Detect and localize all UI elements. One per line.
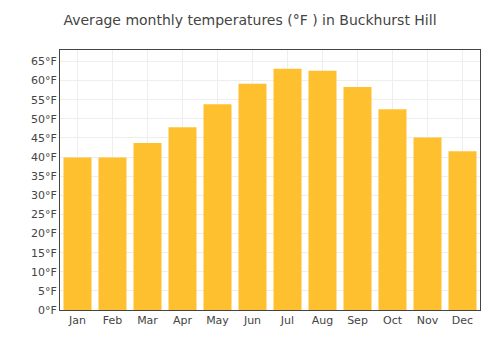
svg-text:55°F: 55°F [31,94,57,107]
svg-text:Aug: Aug [312,314,333,327]
svg-text:Jun: Jun [243,314,261,327]
svg-text:Sep: Sep [347,314,368,327]
svg-text:Jan: Jan [68,314,86,327]
svg-text:Average monthly temperatures (: Average monthly temperatures (°F ) in Bu… [63,12,436,28]
svg-text:Feb: Feb [103,314,122,327]
svg-text:Nov: Nov [417,314,439,327]
svg-text:10°F: 10°F [31,266,57,279]
svg-text:15°F: 15°F [31,247,57,260]
svg-text:30°F: 30°F [31,189,57,202]
svg-text:Mar: Mar [137,314,158,327]
svg-text:0°F: 0°F [38,304,57,317]
svg-text:60°F: 60°F [31,74,57,87]
svg-text:65°F: 65°F [31,55,57,68]
svg-text:20°F: 20°F [31,227,57,240]
svg-text:Oct: Oct [383,314,403,327]
svg-text:Dec: Dec [452,314,473,327]
svg-text:50°F: 50°F [31,113,57,126]
svg-text:Jul: Jul [280,314,294,327]
svg-text:45°F: 45°F [31,132,57,145]
svg-text:May: May [206,314,229,327]
svg-text:25°F: 25°F [31,208,57,221]
svg-text:Apr: Apr [173,314,193,327]
svg-text:35°F: 35°F [31,170,57,183]
svg-text:40°F: 40°F [31,151,57,164]
svg-text:5°F: 5°F [38,285,57,298]
